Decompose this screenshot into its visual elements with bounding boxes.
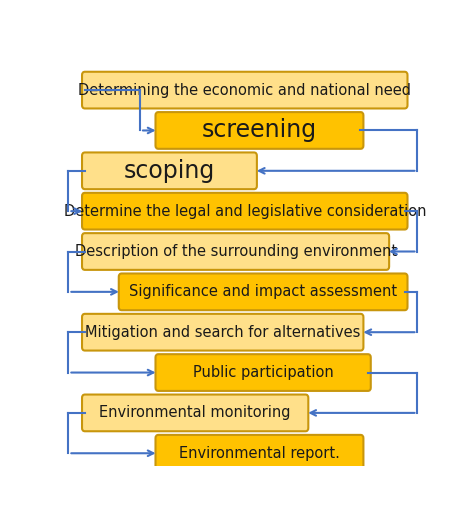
Text: scoping: scoping [124, 159, 215, 183]
Text: Mitigation and search for alternatives: Mitigation and search for alternatives [85, 325, 360, 340]
FancyBboxPatch shape [155, 354, 371, 391]
FancyBboxPatch shape [82, 395, 308, 431]
FancyBboxPatch shape [119, 274, 408, 310]
Text: Environmental monitoring: Environmental monitoring [100, 406, 291, 420]
FancyBboxPatch shape [82, 152, 257, 189]
FancyBboxPatch shape [82, 233, 389, 270]
FancyBboxPatch shape [82, 193, 408, 230]
Text: Determine the legal and legislative consideration: Determine the legal and legislative cons… [64, 204, 426, 219]
Text: Public participation: Public participation [193, 365, 334, 380]
FancyBboxPatch shape [82, 314, 364, 351]
Text: Significance and impact assessment: Significance and impact assessment [129, 285, 397, 299]
FancyBboxPatch shape [155, 435, 364, 472]
Text: Description of the surrounding environment: Description of the surrounding environme… [74, 244, 397, 259]
Text: screening: screening [202, 118, 317, 143]
FancyBboxPatch shape [155, 112, 364, 149]
Text: Environmental report.: Environmental report. [179, 446, 340, 461]
Text: Determining the economic and national need: Determining the economic and national ne… [78, 83, 411, 97]
FancyBboxPatch shape [82, 72, 408, 108]
